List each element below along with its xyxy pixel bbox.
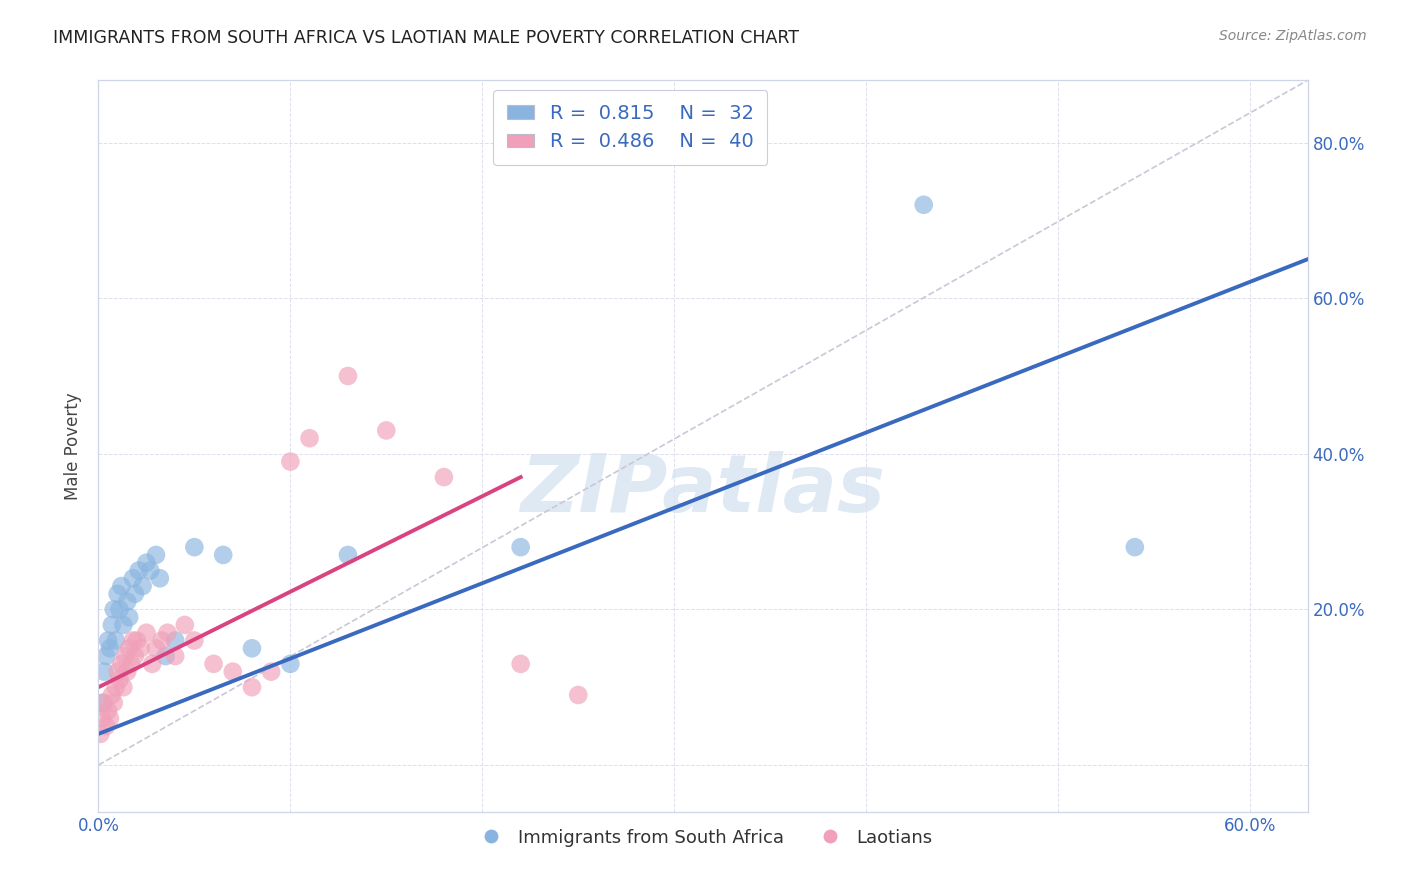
Point bbox=[165, 649, 187, 664]
Point bbox=[108, 602, 131, 616]
Point bbox=[298, 431, 321, 445]
Point bbox=[97, 633, 120, 648]
Point bbox=[155, 649, 177, 664]
Point bbox=[183, 633, 205, 648]
Point bbox=[122, 633, 145, 648]
Point bbox=[141, 657, 163, 671]
Point bbox=[94, 719, 117, 733]
Point bbox=[173, 618, 195, 632]
Point bbox=[98, 641, 121, 656]
Point bbox=[108, 673, 131, 687]
Point bbox=[107, 587, 129, 601]
Point bbox=[280, 657, 302, 671]
Point bbox=[150, 633, 173, 648]
Point bbox=[131, 579, 153, 593]
Point bbox=[114, 649, 136, 664]
Point bbox=[112, 680, 135, 694]
Point bbox=[567, 688, 589, 702]
Point bbox=[149, 571, 172, 585]
Point bbox=[433, 470, 456, 484]
Point bbox=[509, 540, 531, 554]
Point bbox=[129, 641, 152, 656]
Point bbox=[120, 657, 142, 671]
Point bbox=[124, 587, 146, 601]
Point bbox=[101, 688, 124, 702]
Y-axis label: Male Poverty: Male Poverty bbox=[65, 392, 83, 500]
Point bbox=[93, 696, 115, 710]
Point bbox=[509, 657, 531, 671]
Point bbox=[375, 424, 398, 438]
Point bbox=[118, 641, 141, 656]
Point bbox=[202, 657, 225, 671]
Point bbox=[104, 680, 127, 694]
Point bbox=[912, 198, 935, 212]
Point bbox=[135, 556, 157, 570]
Point bbox=[91, 696, 114, 710]
Point bbox=[118, 610, 141, 624]
Point bbox=[222, 665, 245, 679]
Point bbox=[89, 727, 111, 741]
Point bbox=[104, 633, 127, 648]
Point bbox=[115, 594, 138, 608]
Point bbox=[240, 680, 263, 694]
Point bbox=[183, 540, 205, 554]
Point bbox=[212, 548, 235, 562]
Point bbox=[156, 625, 179, 640]
Point bbox=[94, 649, 117, 664]
Point bbox=[101, 618, 124, 632]
Point bbox=[97, 704, 120, 718]
Point bbox=[240, 641, 263, 656]
Point bbox=[115, 665, 138, 679]
Point bbox=[1123, 540, 1146, 554]
Point bbox=[139, 564, 162, 578]
Point bbox=[145, 548, 167, 562]
Point bbox=[165, 633, 187, 648]
Point bbox=[336, 548, 359, 562]
Text: ZIPatlas: ZIPatlas bbox=[520, 450, 886, 529]
Point bbox=[125, 633, 148, 648]
Point bbox=[124, 649, 146, 664]
Text: Source: ZipAtlas.com: Source: ZipAtlas.com bbox=[1219, 29, 1367, 43]
Point bbox=[336, 368, 359, 383]
Point bbox=[110, 579, 132, 593]
Point bbox=[107, 665, 129, 679]
Point bbox=[110, 657, 132, 671]
Point bbox=[103, 602, 125, 616]
Point bbox=[103, 696, 125, 710]
Text: IMMIGRANTS FROM SOUTH AFRICA VS LAOTIAN MALE POVERTY CORRELATION CHART: IMMIGRANTS FROM SOUTH AFRICA VS LAOTIAN … bbox=[53, 29, 800, 46]
Point bbox=[135, 625, 157, 640]
Point bbox=[91, 711, 114, 725]
Point bbox=[93, 665, 115, 679]
Point bbox=[128, 564, 150, 578]
Point bbox=[260, 665, 283, 679]
Point bbox=[145, 641, 167, 656]
Legend: Immigrants from South Africa, Laotians: Immigrants from South Africa, Laotians bbox=[465, 822, 941, 854]
Point bbox=[280, 454, 302, 468]
Point bbox=[98, 711, 121, 725]
Point bbox=[122, 571, 145, 585]
Point bbox=[112, 618, 135, 632]
